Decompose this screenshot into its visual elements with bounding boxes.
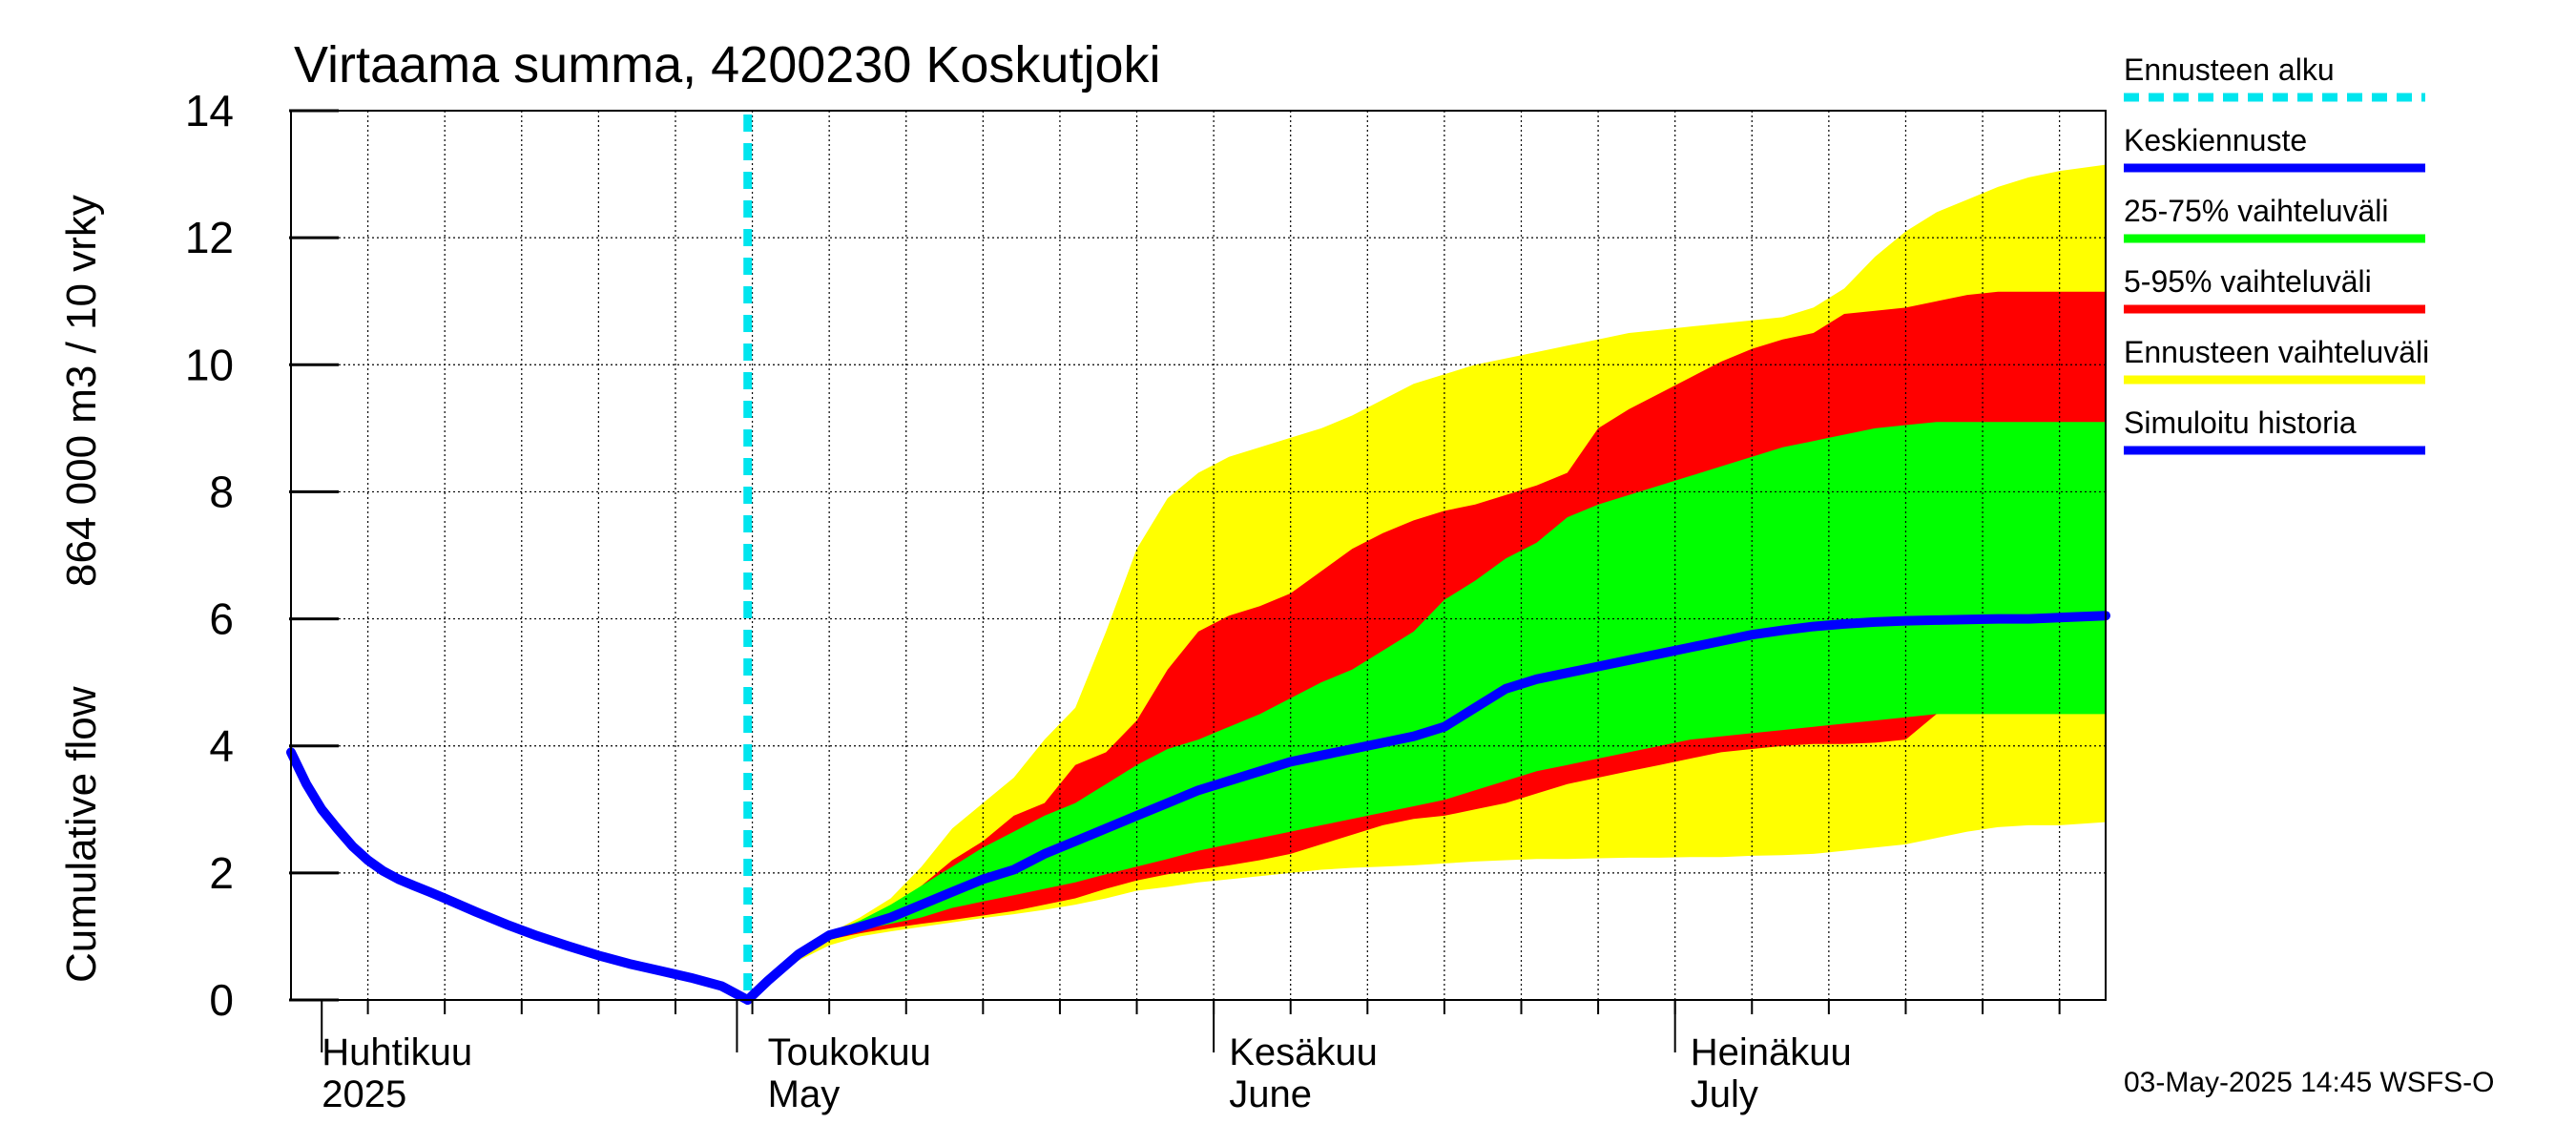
legend-label-5-95-vaihteluv-li: 5-95% vaihteluväli [2124,264,2372,299]
y-axis-label-line2: 864 000 m3 / 10 vrky [58,195,105,587]
y-tick-label-4: 4 [209,721,234,771]
y-tick-label-14: 14 [185,86,234,135]
series-lines [286,114,2110,1005]
plot-frame [290,110,2107,1001]
mean-forecast-line [742,611,2110,1005]
legend-label-ennusteen-alku: Ennusteen alku [2124,52,2335,87]
month-label-toukokuu: Toukokuu [768,1031,931,1073]
y-tick-label-8: 8 [209,467,234,516]
month-label-huhtikuu: Huhtikuu [322,1031,472,1073]
y-tick-label-12: 12 [185,213,234,262]
y-tick-label-0: 0 [209,975,234,1025]
legend-label-simuloitu-historia: Simuloitu historia [2124,406,2357,440]
grid [291,111,2106,1000]
y-tick-label-2: 2 [209,848,234,898]
month-label-heinäkuu: Heinäkuu [1691,1031,1852,1073]
y-tick-label-6: 6 [209,594,234,644]
legend: Ennusteen alku Keskiennuste 25-75% vaihtel… [2124,52,2429,455]
footer-timestamp: 03-May-2025 14:45 WSFS-O [2124,1067,2495,1098]
month-label-en: June [1229,1073,1312,1115]
month-label-kesäkuu: Kesäkuu [1229,1031,1378,1073]
legend-label-keskiennuste: Keskiennuste [2124,123,2307,157]
forecast-bands [747,164,2107,1001]
month-label-en: 2025 [322,1073,406,1115]
chart-title: Virtaama summa, 4200230 Koskutjoki [294,36,1160,94]
y-axis-label-line1: Cumulative flow [58,686,105,983]
y-tick-label-10: 10 [185,340,234,389]
month-label-en: July [1691,1073,1758,1115]
legend-label-25-75-vaihteluv-li: 25-75% vaihteluväli [2124,194,2389,228]
month-label-en: May [768,1073,841,1115]
simulated-history-line [286,747,753,1005]
band-25-75-vaihteluv-li [747,422,2107,1000]
legend-label-ennusteen-vaihteluv-li: Ennusteen vaihteluväli [2124,335,2429,369]
